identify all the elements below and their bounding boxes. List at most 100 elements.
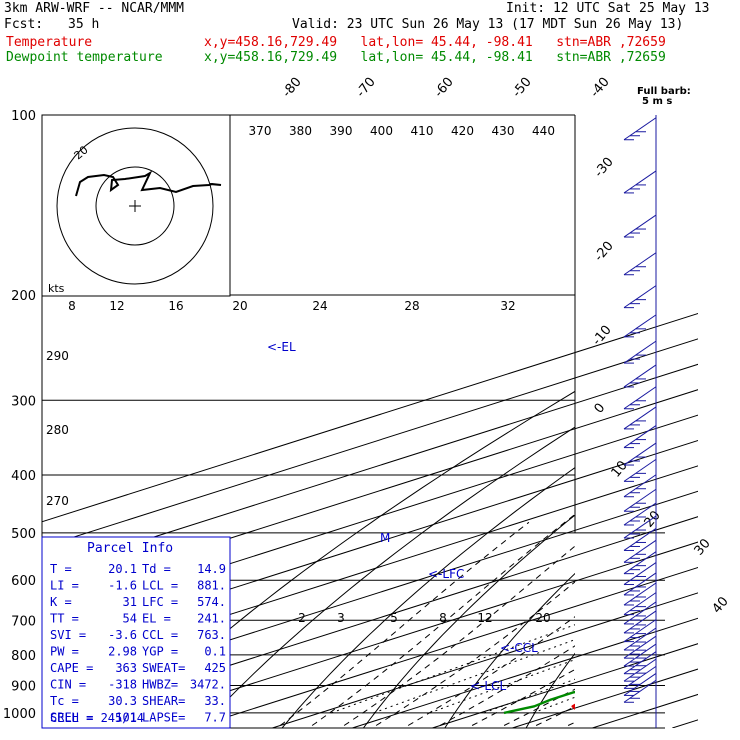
left-theta-label: 290 (46, 349, 69, 363)
mixing-ratio-line (373, 639, 575, 714)
isotherm-line (42, 414, 698, 624)
moist-adiabat (503, 688, 575, 726)
parcel-field-value: -318 (108, 678, 137, 692)
parcel-panel-frame (41, 536, 231, 729)
wind-barb (623, 442, 657, 466)
wind-barb (623, 214, 657, 238)
wind-barb (623, 488, 657, 512)
wind-barb (623, 458, 657, 482)
isotherm-label: 10 (609, 458, 631, 480)
wind-barb (623, 673, 657, 696)
wind-barb-staff (623, 252, 657, 276)
wind-barb-staff (623, 458, 657, 482)
isotherm-line (42, 490, 698, 701)
wind-barb-staff (623, 551, 657, 575)
isotherm-label: -60 (432, 75, 457, 101)
speed-label: 12 (109, 299, 124, 313)
wind-barb (623, 651, 657, 675)
wind-barb-staff (623, 442, 657, 466)
wind-barb-staff (623, 673, 657, 696)
parcel-field-label: LI = (50, 579, 79, 593)
isotherm-label: -30 (592, 155, 617, 181)
wind-barb-staff (623, 474, 657, 498)
hodograph-units: kts (48, 282, 65, 295)
theta-label: 410 (411, 124, 434, 138)
moist-adiabat (664, 295, 740, 726)
speed-label: 20 (232, 299, 247, 313)
wind-barb (623, 658, 657, 682)
moist-adiabat (407, 616, 575, 726)
dry-adiabat (200, 426, 575, 728)
pressure-tick-label: 1000 (3, 707, 36, 722)
parcel-field-value: 33. (204, 694, 226, 708)
wind-barb (623, 551, 657, 575)
wind-barb (623, 572, 657, 596)
wind-barb-staff (623, 285, 657, 309)
dry-adiabat (608, 115, 740, 728)
isotherm-line (512, 668, 698, 728)
parcel-field-label: TT = (50, 612, 79, 626)
pressure-tick-label: 900 (11, 680, 36, 695)
pressure-tick-label: 200 (11, 289, 36, 304)
dry-adiabat (525, 652, 575, 728)
wind-barb (623, 117, 657, 141)
full-barb-label: Full barb: (637, 86, 691, 97)
wind-barb-staff (623, 488, 657, 512)
wind-barb-staff (623, 528, 657, 551)
temperature-location: x,y=458.16,729.49 lat,lon= 45.44, -98.41… (204, 35, 666, 50)
wind-barb-staff (623, 619, 657, 643)
parcel-field-label: LAPSE= (142, 711, 185, 725)
wind-barb (623, 502, 657, 526)
speed-label: 28 (404, 299, 419, 313)
wind-barb-staff (623, 214, 657, 238)
wind-barb-staff (623, 170, 657, 194)
isotherm-label: -10 (590, 323, 615, 349)
lcl-label: <-LCL (470, 679, 506, 693)
wind-barb-staff (623, 572, 657, 596)
theta-label: 430 (492, 124, 515, 138)
isotherm-label: 40 (710, 594, 732, 616)
wind-barb-staff (623, 665, 657, 689)
dry-adiabat (689, 115, 740, 728)
wind-barb (623, 643, 657, 667)
parcel-field-value: 3472. (190, 678, 226, 692)
valid-time: Valid: 23 UTC Sun 26 May 13 (17 MDT Sun … (292, 17, 684, 32)
parcel-field-value: 425 (204, 661, 226, 675)
wind-barb-staff (623, 515, 657, 539)
wind-barb-staff (623, 539, 657, 563)
left-theta-label: 280 (46, 423, 69, 437)
mixing-ratio-line (532, 696, 575, 714)
el-label: <-EL (267, 340, 296, 354)
wind-barb (623, 252, 657, 276)
mixing-ratio-label: 20 (535, 611, 550, 625)
parcel-field-value: 0.1 (204, 645, 226, 659)
pressure-tick-label: 600 (11, 574, 36, 589)
moist-adiabat-lines (279, 295, 740, 726)
parcel-field-label: T = (50, 562, 72, 576)
wind-barb-staff (623, 340, 657, 364)
parcel-field-value: 54 (123, 612, 137, 626)
wind-barb (623, 619, 657, 643)
isotherm-line (592, 693, 698, 728)
parcel-field-label: Td = (142, 562, 171, 576)
isotherm-label: -70 (354, 75, 379, 101)
speed-label: 8 (68, 299, 76, 313)
mixing-ratio-lines (331, 624, 575, 714)
wind-barb (623, 406, 657, 430)
wind-barb (623, 340, 657, 364)
isotherm-line (192, 566, 698, 728)
speed-label: 32 (500, 299, 515, 313)
model-title: 3km ARW-WRF -- NCAR/MMM (4, 1, 185, 16)
parcel-field-label: CAPE = (50, 661, 93, 675)
m-marker: M (380, 531, 390, 545)
parcel-field-label: HWBZ= (142, 678, 178, 692)
isotherm-line (272, 592, 698, 728)
wind-barb (623, 582, 657, 606)
isotherm-line (672, 719, 698, 728)
wind-barb-staff (623, 658, 657, 682)
wind-barb (623, 474, 657, 498)
speed-label: 16 (168, 299, 183, 313)
moist-adiabat (279, 521, 530, 726)
forecast-label: Fcst: (4, 17, 44, 32)
